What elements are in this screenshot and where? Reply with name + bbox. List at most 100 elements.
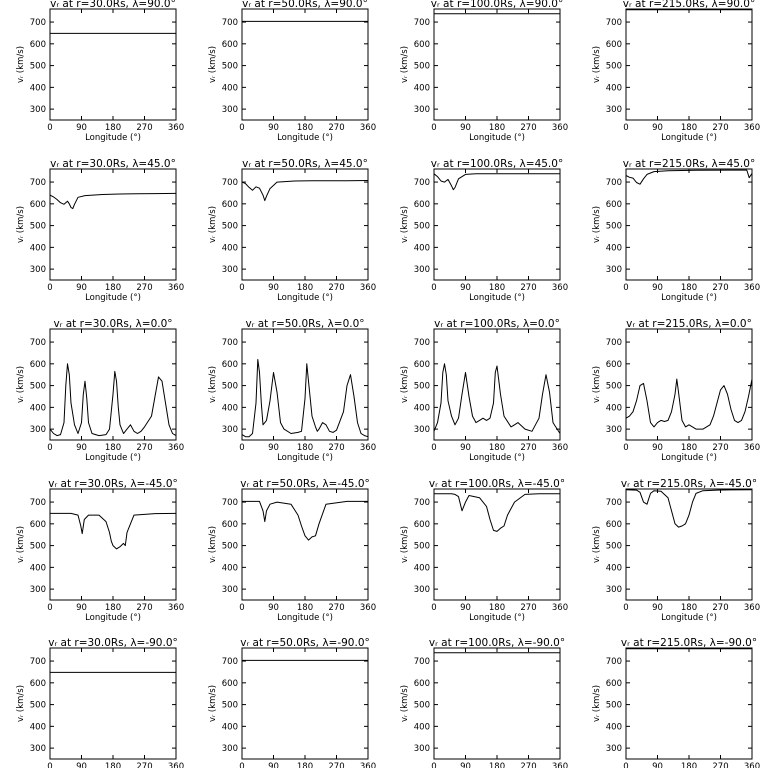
y-tick-label: 600 — [414, 679, 430, 689]
x-tick-label: 90 — [652, 443, 663, 453]
x-tick-label: 360 — [360, 283, 376, 293]
x-tick-label: 0 — [47, 443, 52, 453]
y-tick-label: 600 — [30, 679, 46, 689]
series-line — [625, 169, 753, 185]
x-tick-label: 90 — [460, 443, 471, 453]
series-line — [241, 180, 369, 202]
y-tick-label: 500 — [30, 542, 46, 552]
series-line — [433, 363, 561, 434]
x-tick-label: 360 — [360, 603, 376, 613]
chart-panel-12: vᵣ at r=215.0Rs, λ=0.0° 0 90 180 270 360 300 40… — [592, 318, 760, 463]
chart-panel-8: vᵣ at r=215.0Rs, λ=45.0° 0 90 180 270 360 300 4… — [592, 158, 760, 303]
series-line — [625, 489, 753, 528]
x-tick-label: 360 — [552, 603, 568, 613]
x-tick-label: 180 — [297, 123, 313, 133]
x-axis-label: Longitude (°) — [277, 293, 333, 303]
x-tick-label: 360 — [360, 443, 376, 453]
x-tick-label: 270 — [520, 123, 536, 133]
x-tick-label: 180 — [489, 283, 505, 293]
x-tick-label: 90 — [268, 283, 279, 293]
y-tick-label: 600 — [30, 200, 46, 210]
x-axis-label: Longitude (°) — [85, 293, 141, 303]
y-tick-label: 300 — [606, 265, 622, 275]
x-tick-label: 180 — [105, 443, 121, 453]
y-axis-label: vᵣ (km/s) — [208, 366, 218, 403]
y-tick-label: 400 — [222, 722, 238, 732]
y-tick-label: 400 — [606, 722, 622, 732]
y-tick-label: 500 — [30, 701, 46, 711]
x-tick-label: 180 — [297, 603, 313, 613]
plot-frame — [433, 647, 561, 760]
x-tick-label: 270 — [712, 283, 728, 293]
x-tick-label: 90 — [268, 123, 279, 133]
y-tick-label: 600 — [30, 360, 46, 370]
chart-panel-4: vᵣ at r=215.0Rs, λ=90.0° 0 90 180 270 360 300 4… — [592, 0, 760, 143]
y-axis-label: vᵣ (km/s) — [592, 46, 602, 83]
y-tick-label: 700 — [606, 18, 622, 28]
y-tick-label: 600 — [222, 40, 238, 50]
plot-frame — [433, 328, 561, 441]
x-tick-label: 360 — [168, 762, 184, 768]
x-tick-label: 360 — [168, 123, 184, 133]
y-tick-label: 600 — [414, 200, 430, 210]
x-tick-label: 180 — [105, 603, 121, 613]
plot-frame — [433, 488, 561, 601]
y-tick-label: 300 — [30, 265, 46, 275]
series-line — [434, 493, 560, 532]
chart-title: vᵣ at r=30.0Rs, λ=45.0° — [50, 158, 176, 170]
chart-panel-6: vᵣ at r=50.0Rs, λ=45.0° 0 90 180 270 360 300 40… — [208, 158, 376, 303]
y-tick-label: 500 — [222, 382, 238, 392]
x-tick-label: 360 — [744, 123, 760, 133]
series-line — [241, 359, 369, 438]
x-axis-label: Longitude (°) — [469, 133, 525, 143]
chart-panel-10: vᵣ at r=50.0Rs, λ=0.0° 0 90 180 270 360 300 400… — [208, 318, 376, 463]
plot-frame — [241, 328, 369, 441]
x-tick-label: 90 — [76, 443, 87, 453]
x-tick-label: 270 — [136, 603, 152, 613]
x-axis-label: Longitude (°) — [85, 133, 141, 143]
x-tick-label: 90 — [652, 123, 663, 133]
x-tick-label: 90 — [268, 762, 279, 768]
y-tick-label: 300 — [414, 585, 430, 595]
y-tick-label: 700 — [222, 657, 238, 667]
plot-frame — [625, 647, 753, 760]
y-tick-label: 600 — [30, 40, 46, 50]
x-axis-label: Longitude (°) — [661, 293, 717, 303]
y-axis-label: vᵣ (km/s) — [16, 206, 26, 243]
x-tick-label: 0 — [623, 123, 628, 133]
y-axis-label: vᵣ (km/s) — [400, 206, 410, 243]
y-tick-label: 700 — [606, 657, 622, 667]
x-tick-label: 360 — [168, 443, 184, 453]
x-tick-label: 0 — [623, 603, 628, 613]
y-tick-label: 700 — [222, 338, 238, 348]
x-tick-label: 180 — [681, 283, 697, 293]
x-tick-label: 270 — [712, 603, 728, 613]
y-tick-label: 300 — [30, 744, 46, 754]
x-tick-label: 270 — [328, 603, 344, 613]
y-axis-label: vᵣ (km/s) — [592, 685, 602, 722]
x-tick-label: 180 — [489, 762, 505, 768]
y-tick-label: 700 — [414, 498, 430, 508]
x-tick-label: 270 — [520, 443, 536, 453]
series-line — [49, 363, 177, 437]
x-tick-label: 90 — [652, 603, 663, 613]
y-tick-label: 400 — [30, 563, 46, 573]
y-tick-label: 500 — [30, 62, 46, 72]
y-tick-label: 500 — [606, 222, 622, 232]
chart-title: vᵣ at r=100.0Rs, λ=-45.0° — [429, 478, 565, 490]
x-tick-label: 0 — [623, 443, 628, 453]
x-tick-label: 270 — [520, 283, 536, 293]
y-axis-label: vᵣ (km/s) — [592, 206, 602, 243]
x-tick-label: 90 — [460, 762, 471, 768]
chart-title: vᵣ at r=215.0Rs, λ=-45.0° — [621, 478, 757, 490]
y-tick-label: 400 — [606, 83, 622, 93]
y-tick-label: 600 — [606, 520, 622, 530]
x-tick-label: 0 — [239, 603, 244, 613]
y-tick-label: 600 — [222, 520, 238, 530]
x-tick-label: 180 — [681, 123, 697, 133]
x-tick-label: 0 — [47, 123, 52, 133]
x-tick-label: 90 — [268, 443, 279, 453]
y-tick-label: 300 — [414, 105, 430, 115]
y-tick-label: 400 — [30, 403, 46, 413]
x-tick-label: 180 — [489, 123, 505, 133]
